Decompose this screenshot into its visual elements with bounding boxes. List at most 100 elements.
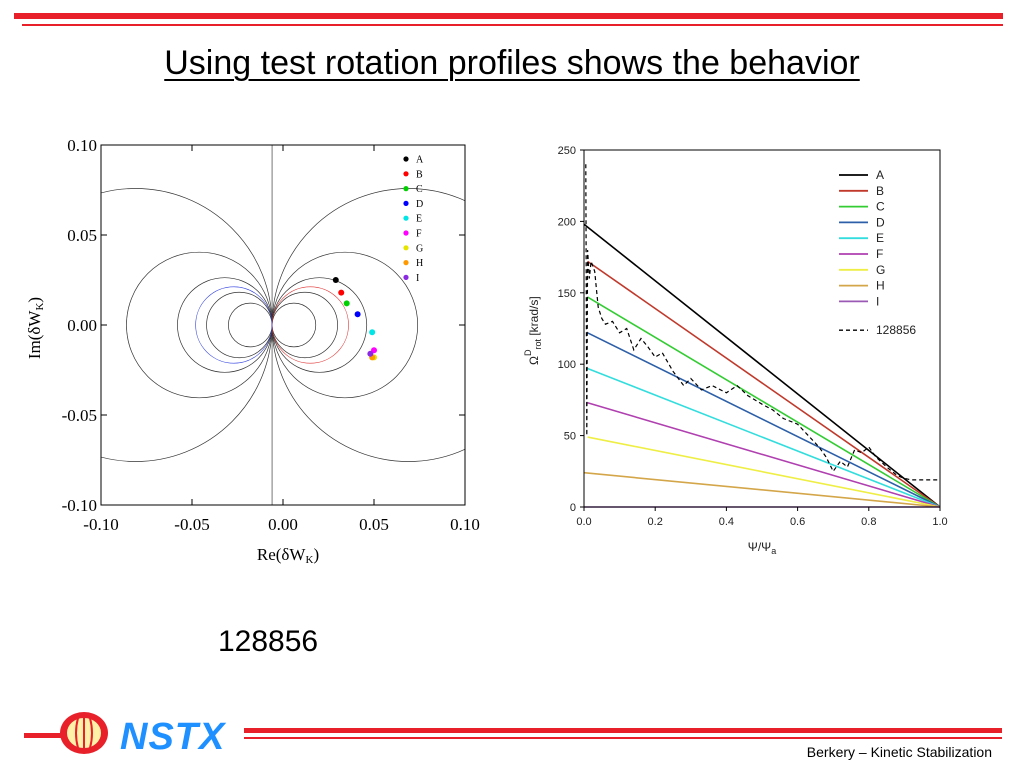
contour-circle — [271, 302, 317, 348]
legend-label-h: H — [416, 258, 423, 269]
profile-line-e — [587, 367, 941, 508]
x-tick-label: 0.6 — [790, 516, 805, 528]
footer-rule-thick — [244, 728, 1002, 733]
profile-line-f — [587, 401, 941, 508]
legend-label-e: E — [416, 214, 422, 225]
profile-line-a — [583, 223, 941, 508]
y-tick-label: 200 — [558, 216, 576, 228]
y-tick-label: -0.10 — [62, 496, 97, 515]
page-title: Using test rotation profiles shows the b… — [164, 44, 860, 82]
x-tick-label: 0.2 — [648, 516, 663, 528]
x-axis-label: Ψ/Ψa — [748, 540, 776, 556]
footer-rule-thin — [244, 737, 1002, 739]
legend-label-a: A — [416, 155, 424, 166]
plot-frame — [100, 144, 466, 506]
x-tick-label: 0.05 — [359, 515, 389, 534]
profile-lines — [583, 164, 941, 508]
legend-label-b: B — [876, 184, 884, 198]
point-d — [354, 311, 361, 318]
y-tick-label: 50 — [564, 431, 576, 443]
x-tick-label: 1.0 — [932, 516, 947, 528]
contour-circle — [228, 302, 273, 348]
tick-labels: 0.0 0.2 0.4 0.6 0.8 1.0 0 50 100 150 200 250 — [558, 145, 948, 528]
profile-line-c — [587, 296, 941, 508]
contour-circle — [271, 291, 338, 359]
legend-marker-h — [403, 260, 409, 266]
y-tick-label: 0.00 — [67, 316, 97, 335]
x-tick-label: 0.4 — [719, 516, 734, 528]
y-tick-label: 0.05 — [67, 226, 97, 245]
legend-marker-a — [403, 156, 409, 162]
contour-lines — [101, 145, 465, 505]
legend-label-measured: 128856 — [876, 323, 916, 337]
tick-labels: -0.10 -0.05 0.00 0.05 0.10 0.10 0.05 0.00 -0.05 -… — [62, 136, 480, 534]
x-tick-label: 0.0 — [576, 516, 591, 528]
legend-label-d: D — [876, 215, 885, 229]
legend-label-d: D — [416, 199, 423, 210]
legend-marker-c — [403, 186, 409, 192]
legend-label-g: G — [876, 263, 885, 277]
legend-marker-d — [403, 200, 409, 206]
data-points — [332, 277, 377, 361]
contour-circle — [271, 188, 465, 462]
plot-frame — [583, 149, 941, 508]
legend-label-i: I — [416, 273, 419, 284]
x-axis-label: Re(δWK) — [257, 545, 319, 566]
legend-label-c: C — [876, 200, 885, 214]
legend-label-f: F — [416, 229, 422, 240]
top-rule-thin — [22, 24, 1003, 26]
contour-circle — [177, 277, 273, 373]
contour-circle — [126, 251, 273, 399]
legend-label-i: I — [876, 294, 879, 308]
x-tick-label: 0.10 — [450, 515, 480, 534]
legend-label-a: A — [876, 168, 884, 182]
nstx-logo-icon — [60, 712, 108, 754]
legend-marker-g — [403, 245, 409, 251]
shot-number-caption: 128856 — [218, 625, 319, 658]
legend-marker-b — [403, 171, 409, 177]
y-tick-label: 100 — [558, 359, 576, 371]
contour-circle — [206, 291, 273, 359]
legend-label-e: E — [876, 231, 884, 245]
legend-marker-e — [403, 215, 409, 221]
legend-marker-i — [403, 274, 409, 280]
profile-line-g — [587, 436, 941, 508]
top-rule-thick — [14, 13, 1003, 19]
stability-circle-red — [271, 286, 349, 364]
legend-label-f: F — [876, 247, 883, 261]
x-tick-label: 0.8 — [861, 516, 876, 528]
y-tick-label: 0 — [570, 502, 576, 514]
contour-circle — [271, 251, 419, 399]
legend-label-g: G — [416, 243, 423, 254]
y-tick-label: 0.10 — [67, 136, 97, 155]
legend-label-h: H — [876, 279, 885, 293]
y-tick-label: 250 — [558, 145, 576, 157]
point-a — [332, 277, 339, 283]
measured-profile-line — [585, 164, 940, 481]
legend-label-c: C — [416, 184, 423, 195]
x-tick-label: -0.05 — [174, 515, 209, 534]
point-c — [343, 300, 350, 307]
y-axis-label: Im(δWK) — [25, 297, 46, 359]
nstx-logo-text: NSTX — [120, 716, 226, 758]
y-tick-label: -0.05 — [62, 406, 97, 425]
footer-rule-left — [24, 733, 62, 738]
y-tick-label: 150 — [558, 288, 576, 300]
y-axis-label: ΩDrot [krad/s] — [523, 296, 543, 365]
stability-circle-blue — [195, 286, 273, 364]
x-tick-label: 0.00 — [268, 515, 298, 534]
legend-label-b: B — [416, 169, 423, 180]
footer-credit: Berkery – Kinetic Stabilization — [806, 744, 992, 760]
profile-line-h — [583, 471, 941, 508]
point-e — [369, 329, 376, 336]
point-i — [367, 350, 374, 357]
profile-line-d — [587, 332, 941, 508]
profile-line-b — [587, 260, 941, 508]
rotation-profile-chart: 0.0 0.2 0.4 0.6 0.8 1.0 0 50 100 150 200 250 ABCDEF… — [523, 145, 948, 556]
point-b — [338, 289, 345, 296]
legend-marker-f — [403, 230, 409, 236]
x-tick-label: -0.10 — [83, 515, 118, 534]
contour-circle — [271, 277, 368, 373]
